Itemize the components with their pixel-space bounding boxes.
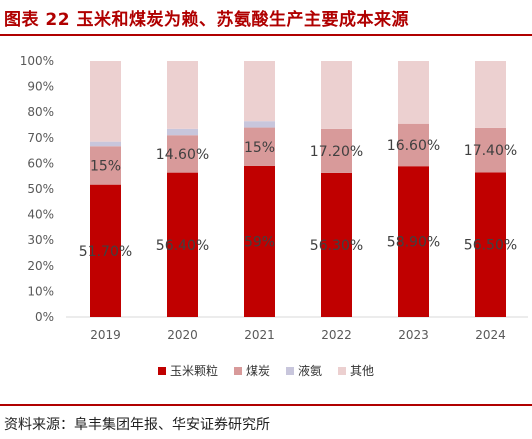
bar-segment xyxy=(321,61,352,129)
legend-label: 玉米颗粒 xyxy=(169,364,218,378)
data-label: 56.40% xyxy=(156,238,209,254)
bar-segment xyxy=(167,172,198,317)
legend-label: 液氨 xyxy=(298,364,323,378)
data-label: 17.20% xyxy=(310,144,363,160)
x-tick-label: 2021 xyxy=(244,328,275,342)
bar-segment xyxy=(90,141,121,147)
data-label: 56.50% xyxy=(464,238,517,254)
bar-segment xyxy=(321,128,352,173)
bar-segment xyxy=(167,61,198,129)
bar-segment xyxy=(167,135,198,173)
y-tick-label: 90% xyxy=(27,80,54,94)
data-label: 15% xyxy=(90,158,121,174)
legend-item: 煤炭 xyxy=(233,362,270,379)
source-note: 资料来源：阜丰集团年报、华安证券研究所 xyxy=(4,417,270,433)
bar-segment xyxy=(244,127,275,166)
title-bar: 图表 22 玉米和煤炭为赖、苏氨酸生产主要成本来源 xyxy=(0,0,532,36)
data-label: 17.40% xyxy=(464,143,517,159)
y-tick-label: 70% xyxy=(27,131,54,145)
bar-segment xyxy=(475,61,506,128)
stacked-bar-chart: 0% 10% 20% 30% 40% 50% 60% 70% 80% 90% 100% 51.70% 1… xyxy=(20,54,528,342)
chart-title: 图表 22 玉米和煤炭为赖、苏氨酸生产主要成本来源 xyxy=(4,10,409,30)
x-tick-label: 2019 xyxy=(90,328,121,342)
y-tick-label: 80% xyxy=(27,105,54,119)
y-tick-label: 20% xyxy=(27,259,54,273)
bar-segment xyxy=(398,123,429,167)
bar-segment xyxy=(475,172,506,317)
legend-swatch xyxy=(338,366,347,375)
legend-swatch xyxy=(233,366,242,375)
bar-segment xyxy=(90,184,121,317)
legend-swatch xyxy=(157,366,166,375)
bar-segment xyxy=(321,172,352,317)
legend-item: 液氨 xyxy=(286,362,322,379)
data-label: 56.30% xyxy=(310,238,363,254)
legend-swatch xyxy=(286,366,294,375)
x-tick-label: 2020 xyxy=(167,328,198,342)
data-label: 51.70% xyxy=(79,244,132,260)
legend-label: 煤炭 xyxy=(245,364,270,378)
source-bar: 资料来源：阜丰集团年报、华安证券研究所 xyxy=(0,404,532,439)
y-tick-label: 60% xyxy=(27,156,54,170)
data-label: 15% xyxy=(244,140,275,156)
bar-segment xyxy=(475,127,506,173)
data-label: 16.60% xyxy=(387,138,440,154)
data-label: 58.90% xyxy=(387,235,440,251)
y-tick-label: 50% xyxy=(27,182,54,196)
y-tick-label: 40% xyxy=(27,208,54,222)
bar-segment xyxy=(398,166,429,317)
y-tick-label: 0% xyxy=(35,310,54,324)
bar-segment xyxy=(90,146,121,185)
y-tick-label: 10% xyxy=(27,284,54,298)
legend-label: 其他 xyxy=(350,364,375,378)
bar-segment xyxy=(244,61,275,122)
data-label: 59% xyxy=(244,234,275,250)
legend-item: 玉米颗粒 xyxy=(157,362,218,379)
legend-item: 其他 xyxy=(338,362,374,379)
bar-segment xyxy=(244,121,275,128)
x-tick-label: 2023 xyxy=(398,328,429,342)
x-tick-label: 2022 xyxy=(321,328,352,342)
data-label: 14.60% xyxy=(156,147,209,163)
x-tick-label: 2024 xyxy=(475,328,506,342)
bar-segment xyxy=(90,61,121,142)
bar-segment xyxy=(244,165,275,317)
y-tick-label: 100% xyxy=(20,54,54,68)
bar-segment xyxy=(167,128,198,136)
bar-segment xyxy=(398,61,429,124)
chart-legend: 玉米颗粒 煤炭 液氨 其他 xyxy=(0,362,532,379)
y-tick-label: 30% xyxy=(27,233,54,247)
